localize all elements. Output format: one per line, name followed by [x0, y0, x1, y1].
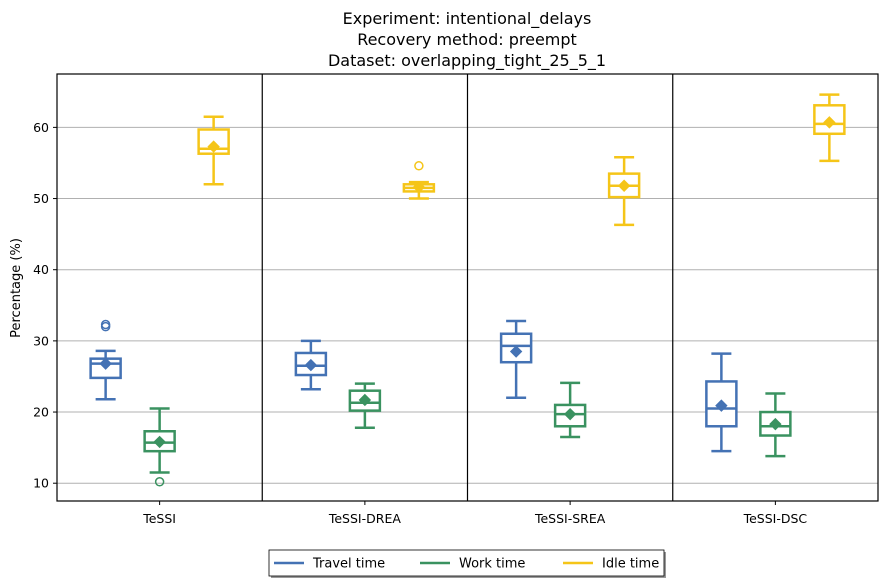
mean-marker: [304, 358, 318, 372]
y-axis-label: Percentage (%): [9, 238, 24, 338]
x-tick-label: TeSSI: [142, 511, 176, 526]
x-tick-label: TeSSI-DREA: [328, 511, 401, 526]
box: [705, 352, 738, 453]
legend-item: Work time: [420, 557, 525, 572]
mean-marker: [153, 435, 166, 449]
y-tick-label: 20: [33, 405, 49, 420]
legend-box: [268, 549, 665, 577]
box: [197, 115, 230, 186]
title-line-2: Recovery method: preempt: [357, 30, 577, 49]
box: [143, 407, 176, 487]
mean-marker: [715, 399, 728, 412]
x-tick-label: TeSSI-DSC: [743, 511, 808, 526]
legend-item: Travel time: [274, 557, 385, 572]
mean-marker: [99, 357, 112, 370]
plot-frame: [56, 73, 879, 502]
y-tick-label: 50: [33, 191, 49, 206]
y-tick-label: 10: [33, 476, 49, 491]
box: [759, 392, 792, 458]
legend-label: Work time: [459, 557, 525, 572]
outlier-point: [100, 319, 111, 330]
mean-marker: [509, 345, 523, 358]
title-line-1: Experiment: intentional_delays: [343, 9, 592, 29]
mean-marker: [617, 179, 631, 192]
mean-marker: [412, 180, 426, 194]
series-work-time: [143, 381, 792, 487]
mean-marker: [823, 116, 836, 129]
x-tick-label: TeSSI-SREA: [534, 511, 606, 526]
outlier-point: [414, 161, 424, 171]
y-tick-label: 60: [33, 120, 49, 135]
y-tick-label: 40: [33, 262, 49, 277]
series-idle-time: [197, 93, 846, 227]
axes: 10 20 30 40 50 60 TeSSI TeSSI-DREA TeSSI-SREA TeS…: [33, 73, 879, 526]
legend-item: Idle time: [563, 557, 659, 572]
data-layer: [89, 93, 846, 487]
legend-label: Travel time: [312, 557, 385, 572]
series-travel-time: [89, 319, 738, 453]
legend: Travel time Work time Idle time: [268, 549, 666, 578]
outlier-point: [154, 477, 165, 487]
mean-marker: [563, 407, 577, 421]
mean-marker: [358, 393, 372, 407]
chart-title: Experiment: intentional_delays Recovery …: [328, 9, 606, 71]
mean-marker: [769, 417, 782, 431]
box: [89, 319, 122, 401]
box: [294, 339, 328, 391]
legend-label: Idle time: [602, 557, 659, 572]
title-line-3: Dataset: overlapping_tight_25_5_1: [328, 51, 606, 71]
box: [607, 156, 641, 227]
box: [499, 319, 533, 400]
box: [553, 381, 587, 439]
y-tick-label: 30: [33, 333, 49, 348]
mean-marker: [207, 140, 220, 153]
box: [402, 161, 436, 200]
box: [813, 93, 846, 163]
box: [348, 382, 382, 429]
